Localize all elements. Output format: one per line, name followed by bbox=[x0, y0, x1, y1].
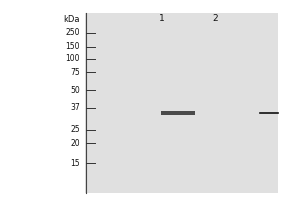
Text: 75: 75 bbox=[70, 68, 80, 77]
Text: 1: 1 bbox=[159, 14, 165, 23]
Text: 25: 25 bbox=[70, 125, 80, 134]
Text: 20: 20 bbox=[70, 139, 80, 148]
Text: 2: 2 bbox=[213, 14, 218, 23]
Bar bbox=[161, 111, 195, 115]
Text: 50: 50 bbox=[70, 86, 80, 95]
Text: kDa: kDa bbox=[64, 15, 80, 24]
Text: 250: 250 bbox=[66, 28, 80, 37]
Text: 100: 100 bbox=[66, 54, 80, 63]
Bar bbox=[85, 13, 278, 193]
Text: 15: 15 bbox=[70, 159, 80, 168]
Text: 37: 37 bbox=[70, 103, 80, 112]
Text: 150: 150 bbox=[66, 42, 80, 51]
